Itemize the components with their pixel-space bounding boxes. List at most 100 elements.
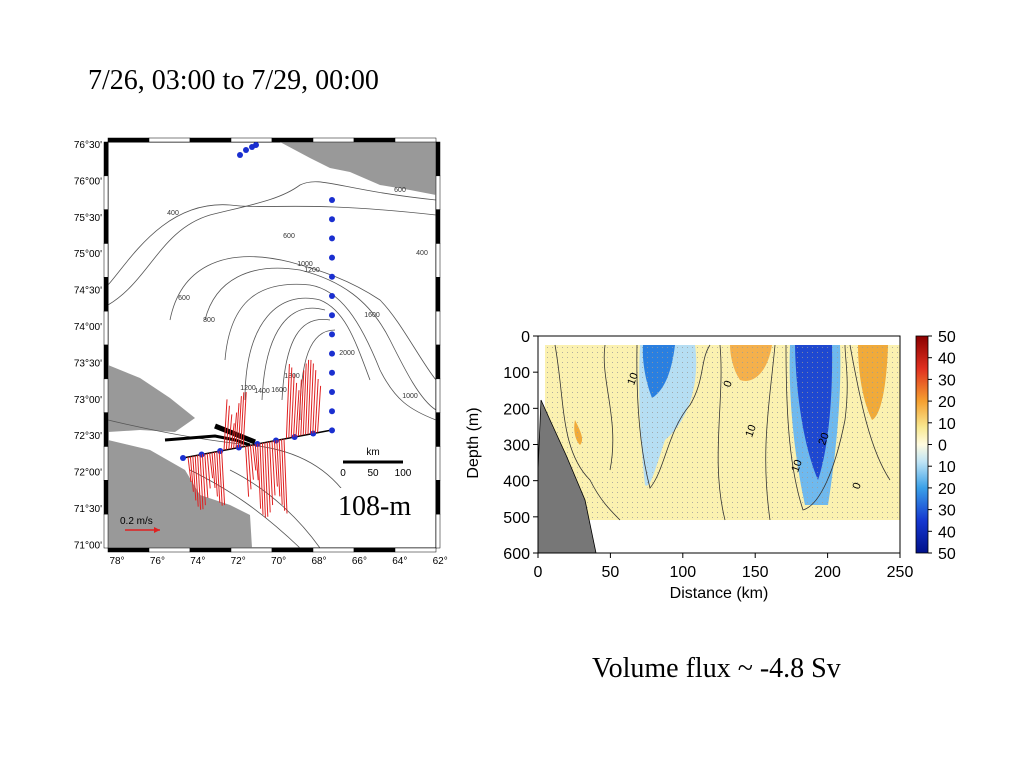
station bbox=[329, 408, 335, 415]
scale-box bbox=[336, 448, 416, 482]
lon-label: 78° bbox=[109, 556, 124, 567]
velocity-vector bbox=[266, 441, 271, 513]
velocity-vector bbox=[221, 450, 226, 506]
velocity-vector bbox=[254, 444, 259, 481]
station bbox=[253, 142, 259, 148]
y-axis-label: Depth (m) bbox=[465, 407, 482, 478]
scale-tick: 0 bbox=[340, 468, 346, 479]
y-tick-label: 200 bbox=[503, 401, 530, 418]
contour-label: 1200 bbox=[304, 267, 320, 274]
lat-label: 71°30' bbox=[74, 504, 102, 515]
colorbar-label: 20 bbox=[938, 394, 956, 411]
velocity-vector bbox=[216, 451, 221, 503]
frame-segment bbox=[394, 547, 437, 553]
y-tick-label: 400 bbox=[503, 474, 530, 491]
lat-label: 73°30' bbox=[74, 358, 102, 369]
lat-label: 76°00' bbox=[74, 176, 102, 187]
velocity-vector bbox=[312, 370, 317, 434]
label-bg bbox=[335, 488, 425, 522]
frame-segment bbox=[103, 277, 109, 312]
colorbar-label: 50 bbox=[938, 546, 956, 563]
contour-label: 1000 bbox=[402, 393, 418, 400]
velocity-vector bbox=[245, 446, 250, 497]
frame-segment bbox=[435, 277, 441, 312]
contour-label: 2000 bbox=[339, 350, 355, 357]
frame-segment bbox=[103, 480, 109, 515]
x-tick-label: 200 bbox=[814, 564, 841, 581]
velocity-vector bbox=[247, 445, 252, 490]
x-tick-label: 100 bbox=[669, 564, 696, 581]
y-tick-label: 0 bbox=[521, 329, 530, 346]
velocity-vector bbox=[213, 451, 218, 497]
velocity-vector bbox=[276, 440, 281, 497]
contour-label: 400 bbox=[167, 210, 179, 217]
land bbox=[280, 142, 436, 195]
colorbar-label: 10 bbox=[938, 459, 956, 476]
scale-tick: 100 bbox=[395, 468, 412, 479]
velocity-vector bbox=[281, 439, 286, 511]
velocity-vector bbox=[273, 440, 278, 487]
colorbar-label: 10 bbox=[938, 416, 956, 433]
y-tick-label: 100 bbox=[503, 365, 530, 382]
velocity-vector bbox=[259, 443, 264, 515]
station bbox=[329, 331, 335, 338]
velocity-vector bbox=[228, 414, 233, 450]
velocity-vector bbox=[211, 452, 216, 489]
station bbox=[329, 254, 335, 261]
velocity-vector bbox=[240, 392, 245, 447]
lon-label: 62° bbox=[433, 556, 448, 567]
velocity-vector bbox=[252, 444, 257, 471]
frame-segment bbox=[271, 137, 314, 143]
velocity-vector bbox=[237, 396, 242, 448]
y-tick-label: 500 bbox=[503, 510, 530, 527]
velocity-vector bbox=[300, 370, 305, 436]
colorbar-label: 40 bbox=[938, 351, 956, 368]
colorbar bbox=[915, 335, 929, 554]
x-tick-label: 150 bbox=[742, 564, 769, 581]
frame-segment bbox=[353, 137, 396, 143]
frame-segment bbox=[435, 378, 441, 413]
frame-segment bbox=[103, 412, 109, 447]
velocity-vector bbox=[233, 412, 238, 449]
land bbox=[108, 440, 252, 548]
velocity-vector bbox=[278, 439, 283, 505]
frame-segment bbox=[107, 137, 150, 143]
y-tick-label: 300 bbox=[503, 438, 530, 455]
velocity-vector bbox=[197, 455, 202, 510]
station bbox=[235, 444, 242, 451]
contour-label: 20 bbox=[816, 431, 831, 447]
velocity-vector bbox=[223, 399, 228, 451]
velocity-vector bbox=[225, 405, 230, 450]
frame-segment bbox=[435, 446, 441, 481]
velocity-vector bbox=[189, 456, 194, 492]
frame-segment bbox=[189, 547, 232, 553]
velocity-vector bbox=[235, 403, 240, 448]
velocity-vector bbox=[242, 392, 247, 447]
contour-label: 0 bbox=[721, 379, 734, 389]
lat-label: 72°00' bbox=[74, 468, 102, 479]
contour-label: 400 bbox=[416, 250, 428, 257]
arrow-label: 0.2 m/s bbox=[120, 516, 153, 527]
station bbox=[329, 235, 335, 242]
frame-segment bbox=[230, 547, 273, 553]
frame-segment bbox=[107, 547, 150, 553]
frame-segment bbox=[148, 137, 191, 143]
velocity-vector bbox=[199, 454, 204, 510]
lon-label: 64° bbox=[392, 556, 407, 567]
station bbox=[329, 293, 335, 299]
lat-label: 73°00' bbox=[74, 395, 102, 406]
frame-segment bbox=[103, 175, 109, 210]
lon-label: 68° bbox=[311, 556, 326, 567]
contour-label: 1200 bbox=[240, 385, 256, 392]
frame-segment bbox=[435, 344, 441, 380]
velocity-vector bbox=[261, 442, 266, 518]
velocity-vector bbox=[302, 363, 307, 436]
velocity-vector bbox=[192, 456, 197, 501]
lon-label: 74° bbox=[190, 556, 205, 567]
lat-label: 74°30' bbox=[74, 286, 102, 297]
contour-label: 600 bbox=[394, 187, 406, 194]
frame-segment bbox=[103, 310, 109, 346]
